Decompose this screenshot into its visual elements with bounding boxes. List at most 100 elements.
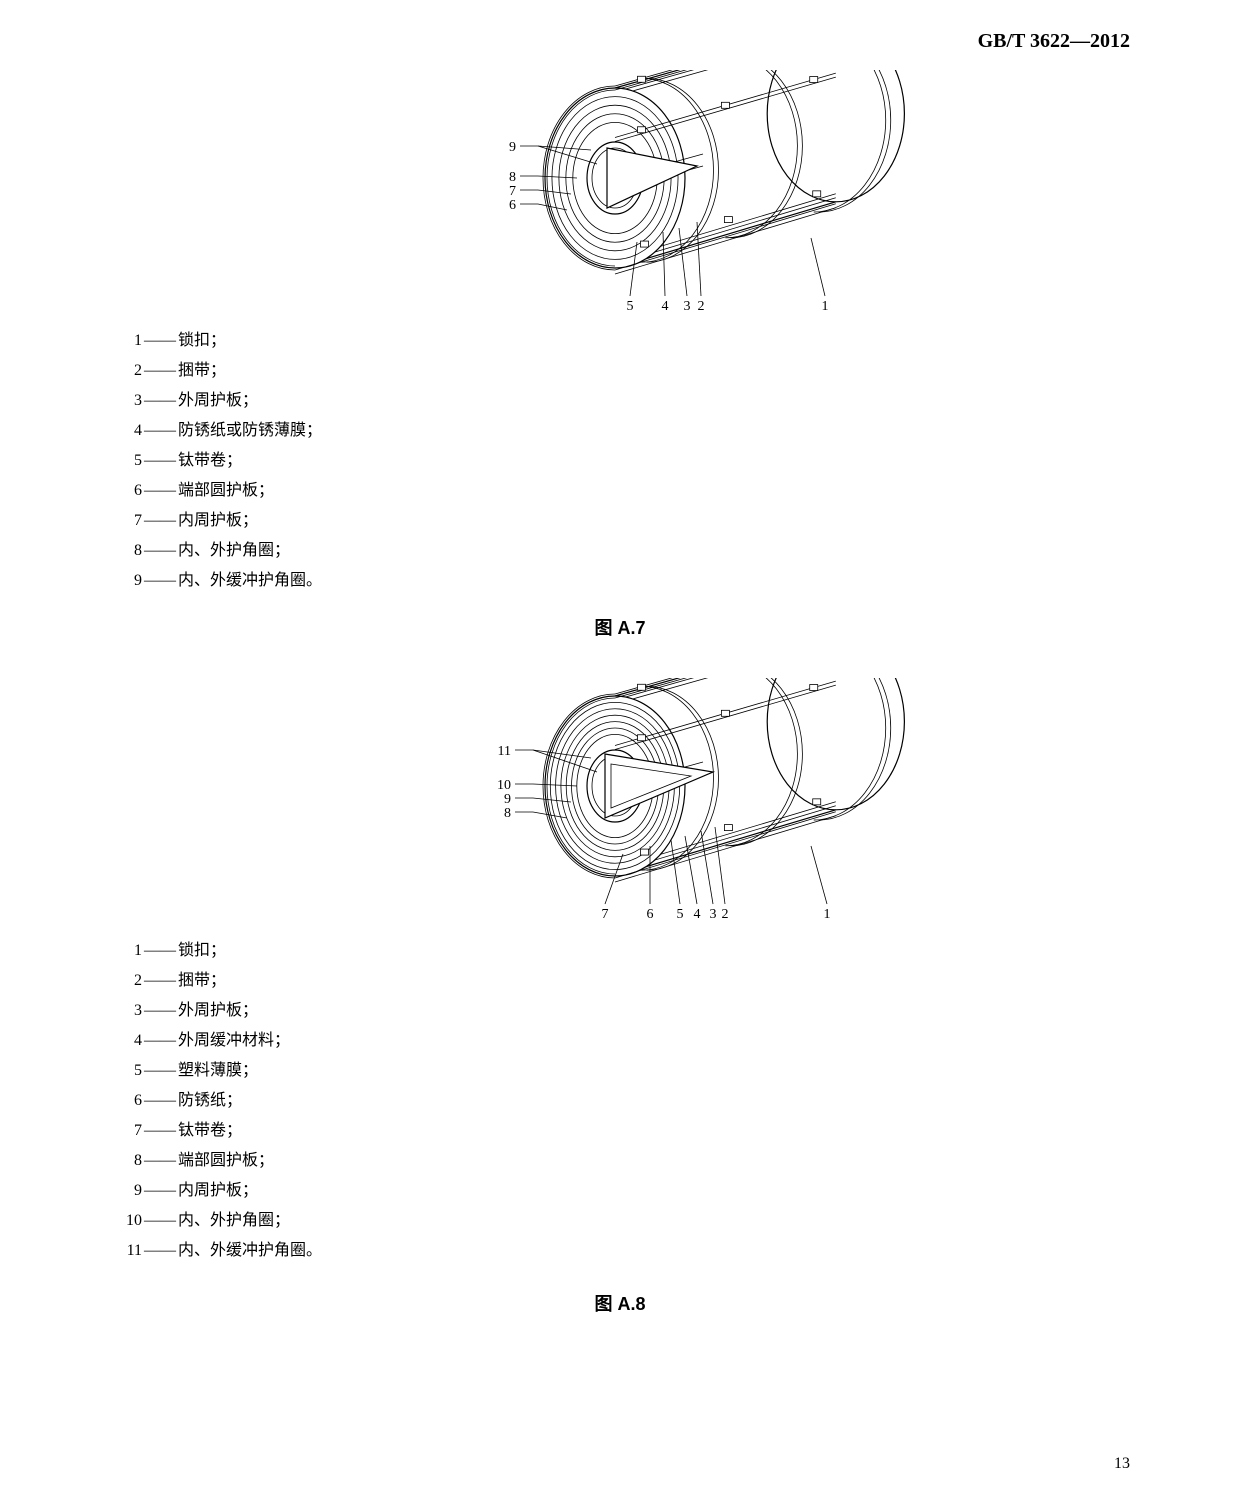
svg-text:3: 3 — [684, 299, 691, 310]
legend-text: 内周护板； — [178, 1182, 258, 1199]
svg-text:6: 6 — [509, 198, 516, 213]
legend-dash: —— — [144, 326, 176, 356]
legend-dash: —— — [144, 996, 176, 1026]
legend-number: 5 — [120, 1056, 142, 1086]
legend-text: 锁扣； — [178, 332, 226, 349]
legend-item: 8——端部圆护板； — [120, 1146, 322, 1176]
legend-number: 1 — [120, 936, 142, 966]
figure-a7-block: 9 876 5 4 32 1 — [0, 70, 1240, 315]
figure-a8-svg-wrap: 1110987654321 — [0, 678, 1240, 923]
legend-number: 8 — [120, 1146, 142, 1176]
legend-item: 7——内周护板； — [120, 506, 322, 536]
svg-text:9: 9 — [509, 140, 516, 155]
figure-a8-block: 1110987654321 — [0, 678, 1240, 923]
legend-dash: —— — [144, 1206, 176, 1236]
legend-item: 5——钛带卷； — [120, 446, 322, 476]
legend-dash: —— — [144, 1146, 176, 1176]
legend-dash: —— — [144, 1056, 176, 1086]
legend-number: 3 — [120, 386, 142, 416]
legend-item: 8——内、外护角圈； — [120, 536, 322, 566]
legend-item: 5——塑料薄膜； — [120, 1056, 322, 1086]
legend-text: 外周缓冲材料； — [178, 1032, 290, 1049]
legend-item: 6——端部圆护板； — [120, 476, 322, 506]
svg-text:1: 1 — [822, 299, 829, 310]
legend-dash: —— — [144, 476, 176, 506]
legend-text: 捆带； — [178, 972, 226, 989]
legend-text: 防锈纸； — [178, 1092, 242, 1109]
document-code: GB/T 3622—2012 — [978, 30, 1130, 53]
legend-number: 9 — [120, 1176, 142, 1206]
svg-text:3: 3 — [710, 907, 717, 918]
svg-text:7: 7 — [509, 184, 516, 199]
legend-text: 内、外缓冲护角圈。 — [178, 572, 322, 589]
legend-dash: —— — [144, 506, 176, 536]
legend-text: 外周护板； — [178, 1002, 258, 1019]
legend-text: 钛带卷； — [178, 1122, 242, 1139]
legend-number: 7 — [120, 506, 142, 536]
figure-a8-legend: 1——锁扣；2——捆带；3——外周护板；4——外周缓冲材料；5——塑料薄膜；6—… — [120, 936, 322, 1266]
legend-text: 内、外护角圈； — [178, 1212, 290, 1229]
svg-text:11: 11 — [498, 744, 511, 759]
legend-item: 9——内、外缓冲护角圈。 — [120, 566, 322, 596]
legend-dash: —— — [144, 566, 176, 596]
figure-a7-diagram: 9 876 5 4 32 1 — [495, 70, 955, 310]
legend-number: 4 — [120, 1026, 142, 1056]
svg-text:9: 9 — [504, 792, 511, 807]
svg-text:4: 4 — [694, 907, 701, 918]
legend-text: 内、外缓冲护角圈。 — [178, 1242, 322, 1259]
legend-number: 6 — [120, 1086, 142, 1116]
legend-dash: —— — [144, 356, 176, 386]
svg-text:8: 8 — [504, 806, 511, 821]
legend-dash: —— — [144, 1176, 176, 1206]
legend-text: 捆带； — [178, 362, 226, 379]
svg-text:5: 5 — [677, 907, 684, 918]
legend-item: 3——外周护板； — [120, 996, 322, 1026]
svg-text:7: 7 — [602, 907, 609, 918]
legend-item: 2——捆带； — [120, 356, 322, 386]
legend-number: 7 — [120, 1116, 142, 1146]
legend-dash: —— — [144, 386, 176, 416]
legend-dash: —— — [144, 446, 176, 476]
legend-item: 6——防锈纸； — [120, 1086, 322, 1116]
legend-number: 9 — [120, 566, 142, 596]
legend-number: 6 — [120, 476, 142, 506]
svg-text:6: 6 — [647, 907, 654, 918]
legend-text: 内、外护角圈； — [178, 542, 290, 559]
legend-text: 塑料薄膜； — [178, 1062, 258, 1079]
legend-item: 1——锁扣； — [120, 326, 322, 356]
legend-dash: —— — [144, 966, 176, 996]
svg-text:1: 1 — [824, 907, 831, 918]
legend-dash: —— — [144, 1086, 176, 1116]
legend-number: 2 — [120, 356, 142, 386]
svg-text:2: 2 — [698, 299, 705, 310]
svg-text:4: 4 — [662, 299, 669, 310]
figure-a7-legend: 1——锁扣；2——捆带；3——外周护板；4——防锈纸或防锈薄膜；5——钛带卷；6… — [120, 326, 322, 596]
legend-number: 2 — [120, 966, 142, 996]
figure-a8-diagram: 1110987654321 — [495, 678, 955, 918]
legend-number: 4 — [120, 416, 142, 446]
legend-text: 端部圆护板； — [178, 482, 274, 499]
legend-dash: —— — [144, 1116, 176, 1146]
legend-item: 11——内、外缓冲护角圈。 — [120, 1236, 322, 1266]
svg-text:5: 5 — [627, 299, 634, 310]
page-number: 13 — [1114, 1455, 1130, 1473]
legend-dash: —— — [144, 536, 176, 566]
legend-number: 1 — [120, 326, 142, 356]
legend-dash: —— — [144, 936, 176, 966]
legend-text: 外周护板； — [178, 392, 258, 409]
legend-item: 3——外周护板； — [120, 386, 322, 416]
svg-text:2: 2 — [722, 907, 729, 918]
legend-item: 4——外周缓冲材料； — [120, 1026, 322, 1056]
figure-a7-svg-wrap: 9 876 5 4 32 1 — [0, 70, 1240, 315]
legend-text: 内周护板； — [178, 512, 258, 529]
legend-item: 1——锁扣； — [120, 936, 322, 966]
svg-text:8: 8 — [509, 170, 516, 185]
legend-number: 5 — [120, 446, 142, 476]
legend-text: 钛带卷； — [178, 452, 242, 469]
legend-dash: —— — [144, 1026, 176, 1056]
legend-item: 7——钛带卷； — [120, 1116, 322, 1146]
legend-text: 防锈纸或防锈薄膜； — [178, 422, 322, 439]
legend-number: 8 — [120, 536, 142, 566]
legend-number: 3 — [120, 996, 142, 1026]
figure-a7-caption: 图 A.7 — [0, 614, 1240, 640]
